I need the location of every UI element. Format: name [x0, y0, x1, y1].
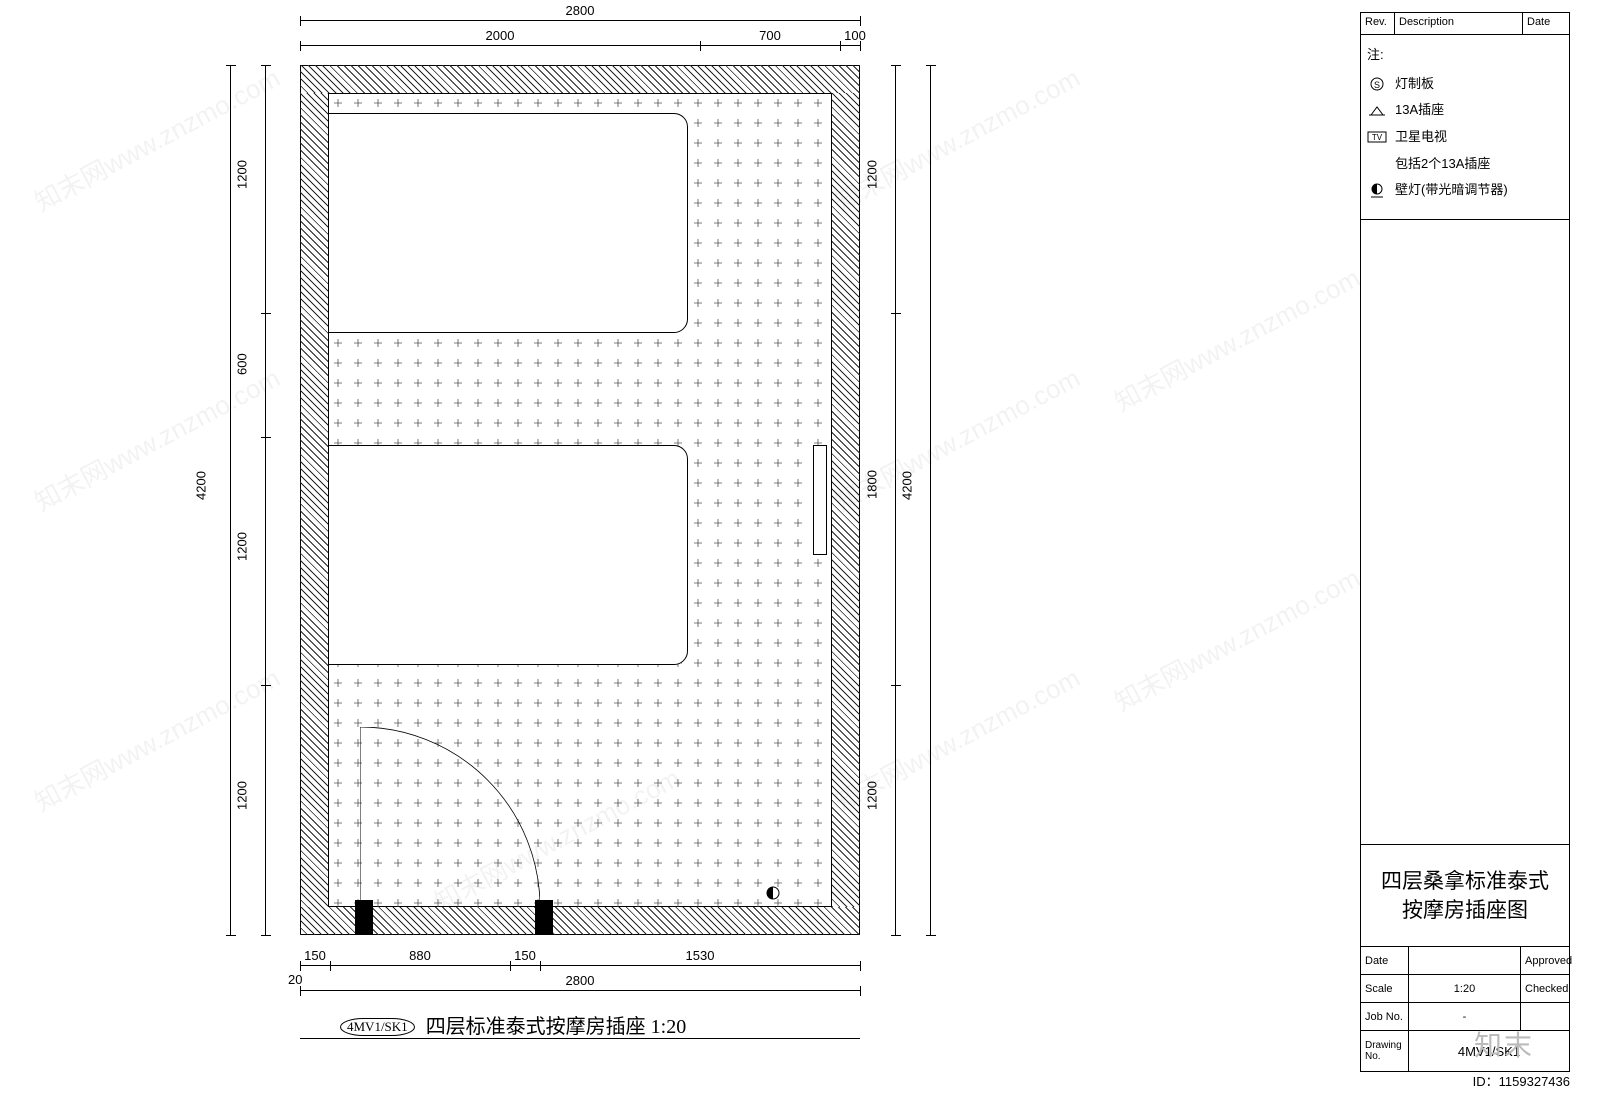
watermark: 知末网www.znzmo.com	[1107, 258, 1365, 419]
wall-hatch	[300, 65, 860, 93]
titleblock-meta: Date Approved Scale 1:20 Checked Job No.…	[1361, 947, 1569, 1071]
dim-value: 4200	[900, 471, 915, 500]
dim-value: 2800	[566, 3, 595, 18]
page: 知末网www.znzmo.com 知末网www.znzmo.com 知末网www…	[0, 0, 1600, 1094]
svg-text:TV: TV	[1372, 133, 1383, 142]
titleblock-spacer	[1361, 220, 1569, 845]
socket-icon	[1367, 105, 1387, 117]
bed-2	[328, 445, 688, 665]
dim-value: 2800	[566, 973, 595, 988]
legend-label: 卫星电视	[1395, 125, 1447, 150]
meta-checked-label: Checked	[1521, 975, 1569, 1002]
dim-bottom-overall: 2800	[300, 990, 860, 991]
legend-row: TV 卫星电视	[1367, 125, 1563, 150]
dim-value: 700	[759, 28, 781, 43]
walllight-icon	[1367, 183, 1387, 199]
titleblock-title: 四层桑拿标准泰式 按摩房插座图	[1361, 845, 1569, 947]
dim-value: 1200	[235, 160, 250, 189]
wall-light-symbol	[766, 886, 780, 900]
dim-value: 1200	[865, 160, 880, 189]
drawing-title: 四层标准泰式按摩房插座 1:20	[426, 1016, 687, 1038]
legend: 注: S 灯制板 13A插座 TV 卫星电视 包括2个13A插座 壁灯(带光暗调…	[1361, 35, 1569, 220]
dim-right-segments: 1200 1800 1200	[895, 65, 896, 935]
dim-value: 150	[304, 948, 326, 963]
tv-outlet	[813, 445, 827, 555]
dim-left-segments: 1200 600 1200 1200	[265, 65, 266, 935]
floor-plan	[300, 65, 860, 935]
watermark: 知末网www.znzmo.com	[27, 358, 285, 519]
dim-value: 2000	[486, 28, 515, 43]
dim-value: 4200	[194, 471, 209, 500]
watermark: 知末网www.znzmo.com	[827, 58, 1085, 219]
legend-label: 壁灯(带光暗调节器)	[1395, 178, 1508, 203]
dim-value: 150	[514, 948, 536, 963]
header-desc: Description	[1395, 13, 1523, 34]
title-line2: 按摩房插座图	[1367, 896, 1563, 924]
legend-row: S 灯制板	[1367, 72, 1563, 97]
door-jamb	[355, 900, 373, 935]
drawing-caption: 4MV1/SK1 四层标准泰式按摩房插座 1:20	[340, 1010, 686, 1039]
dim-bottom-segments: 150 880 150 1530 20	[300, 965, 860, 966]
legend-label: 包括2个13A插座	[1395, 152, 1490, 177]
meta-date-value	[1409, 947, 1521, 974]
wall-hatch	[300, 93, 328, 907]
dim-value: 600	[235, 353, 250, 375]
meta-job-label: Job No.	[1361, 1003, 1409, 1030]
header-rev: Rev.	[1361, 13, 1395, 34]
dim-top-segments: 2000 700 100	[300, 45, 860, 46]
dim-value: 20	[288, 972, 302, 987]
wall-hatch	[300, 907, 860, 935]
legend-label: 13A插座	[1395, 98, 1444, 123]
meta-date-label: Date	[1361, 947, 1409, 974]
bed-1	[328, 113, 688, 333]
door-swing	[360, 727, 540, 907]
legend-row: 包括2个13A插座	[1367, 152, 1563, 177]
title-line1: 四层桑拿标准泰式	[1367, 867, 1563, 895]
titleblock-header: Rev. Description Date	[1361, 13, 1569, 35]
dim-value: 1200	[235, 781, 250, 810]
dim-value: 1530	[686, 948, 715, 963]
circle-s-icon: S	[1367, 76, 1387, 92]
legend-row: 壁灯(带光暗调节器)	[1367, 178, 1563, 203]
header-date: Date	[1523, 13, 1569, 34]
meta-scale-label: Scale	[1361, 975, 1409, 1002]
watermark: 知末网www.znzmo.com	[1107, 558, 1365, 719]
dim-value: 100	[844, 28, 866, 43]
footer-id: ID：1159327436	[1473, 1071, 1570, 1090]
caption-underline	[300, 1038, 860, 1039]
meta-approved-label: Approved	[1521, 947, 1569, 974]
dim-left-overall: 4200	[230, 65, 231, 935]
meta-scale-value: 1:20	[1409, 975, 1521, 1002]
footer-brand: 知末	[1474, 1024, 1534, 1064]
legend-label: 灯制板	[1395, 72, 1434, 97]
watermark: 知末网www.znzmo.com	[27, 58, 285, 219]
meta-drawing-label: Drawing No.	[1361, 1031, 1409, 1071]
dim-right-overall: 4200	[930, 65, 931, 935]
legend-row: 13A插座	[1367, 98, 1563, 123]
legend-title: 注:	[1367, 43, 1563, 68]
door-jamb	[535, 900, 553, 935]
drawing-tag: 4MV1/SK1	[340, 1018, 415, 1036]
dim-value: 880	[409, 948, 431, 963]
svg-text:S: S	[1374, 80, 1380, 90]
dim-top-overall: 2800	[300, 20, 860, 21]
dim-value: 1200	[865, 781, 880, 810]
dim-value: 1800	[865, 470, 880, 499]
dim-value: 1200	[235, 532, 250, 561]
wall-hatch	[832, 93, 860, 907]
tv-icon: TV	[1367, 131, 1387, 143]
titleblock: Rev. Description Date 注: S 灯制板 13A插座 TV …	[1360, 12, 1570, 1072]
